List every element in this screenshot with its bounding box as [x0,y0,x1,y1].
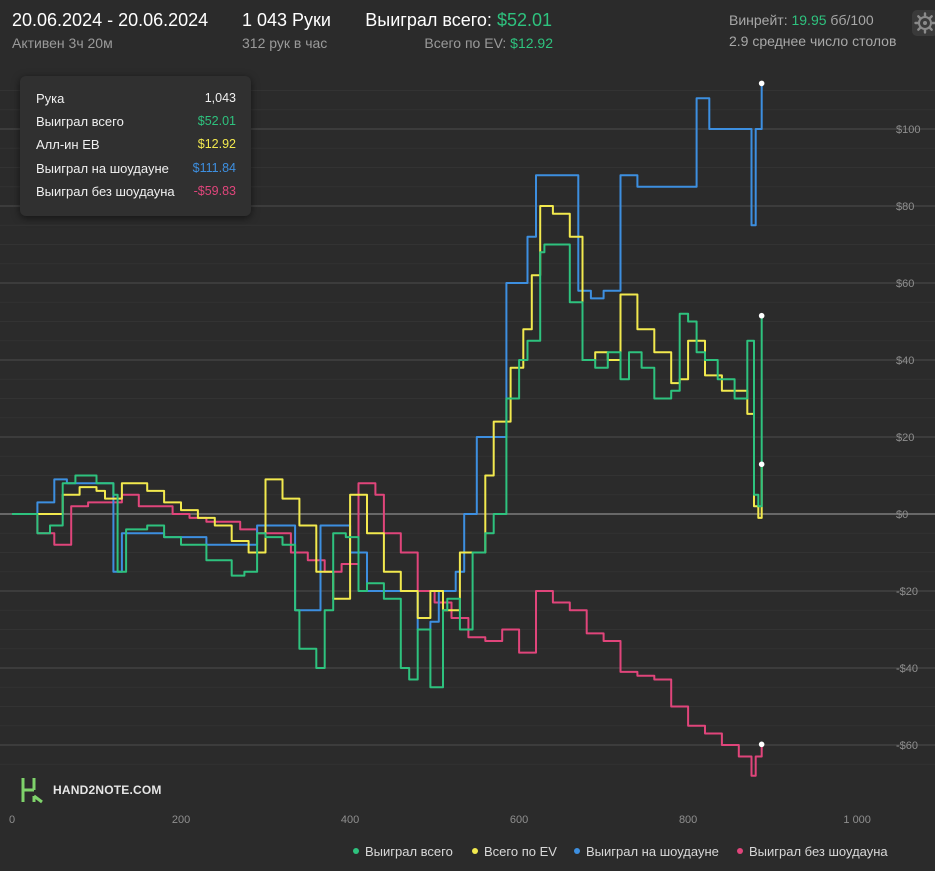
legend-dot [574,848,580,854]
y-tick-label: $80 [896,201,914,213]
tooltip-label: Выиграл без шоудауна [36,184,175,199]
series-end-point [758,461,765,468]
ev-value: $12.92 [510,35,553,51]
series-line [12,83,763,631]
won-total-label: Выиграл всего: [365,10,492,30]
tooltip-row-won-total: Выиграл всего $52.01 [36,114,236,134]
settings-button[interactable] [912,10,935,36]
legend-item-won-total[interactable]: Выиграл всего [353,844,453,862]
header: 20.06.2024 - 20.06.2024 Активен 3ч 20м 1… [0,0,935,60]
series-line [12,205,763,619]
y-tick-label: $0 [896,509,908,521]
legend-dot [353,848,359,854]
series-lines [12,83,763,777]
logo-text: HAND2NOTE.COM [53,783,162,797]
y-tick-label: -$20 [896,586,918,598]
series-end-point [758,312,765,319]
tooltip-value: $52.01 [197,114,236,128]
ev-label: Всего по EV: [424,35,507,51]
legend-label: Выиграл без шоудауна [749,844,888,859]
tooltip-value: -$59.83 [193,184,236,198]
legend-label: Всего по EV [484,844,557,859]
y-tick-label: -$60 [896,740,918,752]
won-total-value: $52.01 [496,10,552,30]
y-tick-label: -$40 [896,663,918,675]
x-tick-label: 200 [172,814,190,826]
y-axis-labels: $100 $80 $60 $40 $20 $0 -$20 -$40 -$60 [896,124,920,752]
legend-dot [472,848,478,854]
tooltip-row-non-showdown: Выиграл без шоудауна -$59.83 [36,184,236,204]
series-line [12,243,763,689]
legend-label: Выиграл всего [365,844,453,859]
tooltip-label: Выиграл всего [36,114,124,129]
tooltip-value: 1,043 [204,91,236,105]
winrate: Винрейт: 19.95 бб/100 [729,12,874,28]
y-tick-label: $100 [896,124,920,136]
tooltip-row-allin-ev: Алл-ин EВ $12.92 [36,137,236,157]
x-axis-labels: 0 200 400 600 800 1 000 [9,814,871,826]
ev-total: Всего по EV: $12.92 [424,35,553,51]
tooltip-value: $12.92 [197,137,236,151]
legend-item-non-showdown[interactable]: Выиграл без шоудауна [737,844,888,862]
x-tick-label: 0 [9,814,15,826]
series-end-point [758,80,765,87]
series-end-points [758,80,765,748]
tooltip-row-showdown: Выиграл на шоудауне $111.84 [36,161,236,181]
tooltip-value: $111.84 [192,161,236,175]
hand2note-logo-icon [21,778,43,804]
winrate-label: Винрейт: [729,12,788,28]
tooltip-row-hand: Рука 1,043 [36,91,236,111]
hover-tooltip: Рука 1,043 Выиграл всего $52.01 Алл-ин E… [20,76,251,216]
tooltip-label: Алл-ин EВ [36,137,100,152]
tooltip-label: Рука [36,91,65,106]
winrate-value: 19.95 [791,12,827,28]
winrate-unit: бб/100 [830,12,874,28]
tables-average: 2.9 среднее число столов [729,33,897,49]
legend-item-showdown[interactable]: Выиграл на шоудауне [574,844,719,862]
gear-icon [914,12,935,34]
y-tick-label: $20 [896,432,914,444]
legend-item-ev[interactable]: Всего по EV [472,844,557,862]
hands-per-hour: 312 рук в час [242,35,328,51]
x-tick-label: 1 000 [843,814,871,826]
legend-label: Выиграл на шоудауне [586,844,719,859]
tooltip-label: Выиграл на шоудауне [36,161,169,176]
won-total: Выиграл всего: $52.01 [365,10,552,31]
y-tick-label: $40 [896,355,914,367]
legend-dot [737,848,743,854]
active-time: Активен 3ч 20м [12,35,113,51]
x-tick-label: 600 [510,814,528,826]
hands-count: 1 043 Руки [242,10,331,30]
x-tick-label: 400 [341,814,359,826]
date-range[interactable]: 20.06.2024 - 20.06.2024 [12,10,209,30]
y-tick-label: $60 [896,278,914,290]
series-line [12,482,763,777]
x-tick-label: 800 [679,814,697,826]
series-end-point [758,741,765,748]
